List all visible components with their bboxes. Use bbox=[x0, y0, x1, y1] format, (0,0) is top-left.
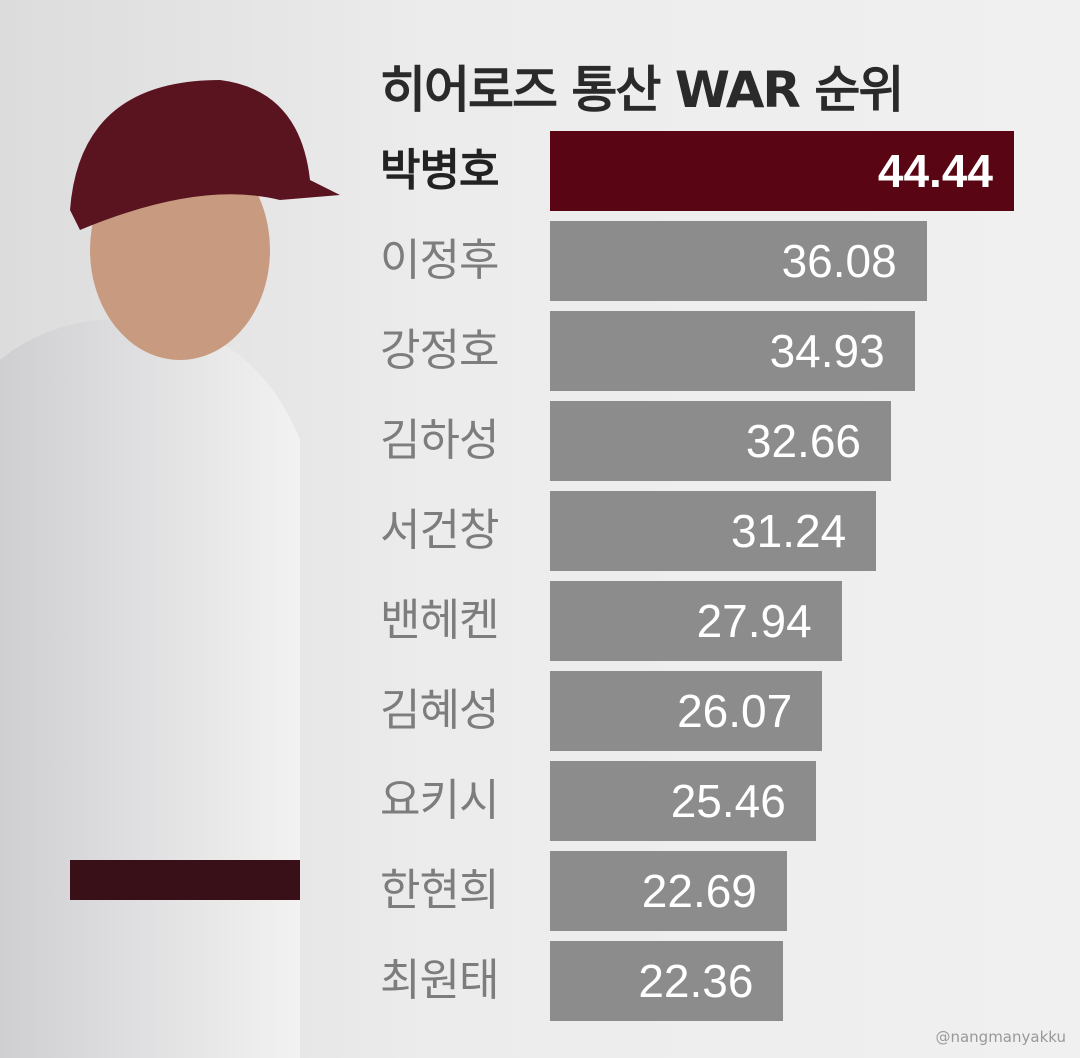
bar bbox=[550, 761, 816, 841]
bar bbox=[550, 491, 877, 571]
bar bbox=[550, 131, 1014, 211]
bar bbox=[550, 401, 891, 481]
player-photo bbox=[0, 80, 340, 1058]
credit-text: @nangmanyakku bbox=[935, 1028, 1066, 1046]
category-label: 최원태 bbox=[380, 955, 499, 1006]
category-label: 강정호 bbox=[380, 325, 499, 376]
category-label: 밴헤켄 bbox=[380, 595, 499, 646]
category-label: 서건창 bbox=[380, 505, 499, 556]
chart-title: 히어로즈 통산 WAR 순위 bbox=[380, 61, 904, 119]
category-label: 이정후 bbox=[380, 235, 499, 286]
category-label: 김하성 bbox=[380, 415, 499, 466]
value-label: 25.46 bbox=[670, 775, 786, 827]
bar bbox=[550, 221, 927, 301]
category-label: 한현희 bbox=[380, 865, 499, 916]
value-label: 34.93 bbox=[769, 325, 885, 377]
category-label: 박병호 bbox=[380, 145, 499, 196]
bar bbox=[550, 311, 915, 391]
bar bbox=[550, 941, 784, 1021]
value-label: 32.66 bbox=[745, 415, 861, 467]
bar bbox=[550, 671, 823, 751]
value-label: 26.07 bbox=[677, 685, 793, 737]
category-label: 요키시 bbox=[380, 775, 499, 826]
category-label: 김혜성 bbox=[380, 685, 499, 736]
value-label: 27.94 bbox=[696, 595, 812, 647]
bar bbox=[550, 851, 787, 931]
bar bbox=[550, 581, 842, 661]
value-label: 31.24 bbox=[731, 505, 847, 557]
value-label: 22.36 bbox=[638, 955, 754, 1007]
value-label: 44.44 bbox=[877, 145, 993, 197]
value-label: 22.69 bbox=[641, 865, 757, 917]
value-label: 36.08 bbox=[781, 235, 897, 287]
